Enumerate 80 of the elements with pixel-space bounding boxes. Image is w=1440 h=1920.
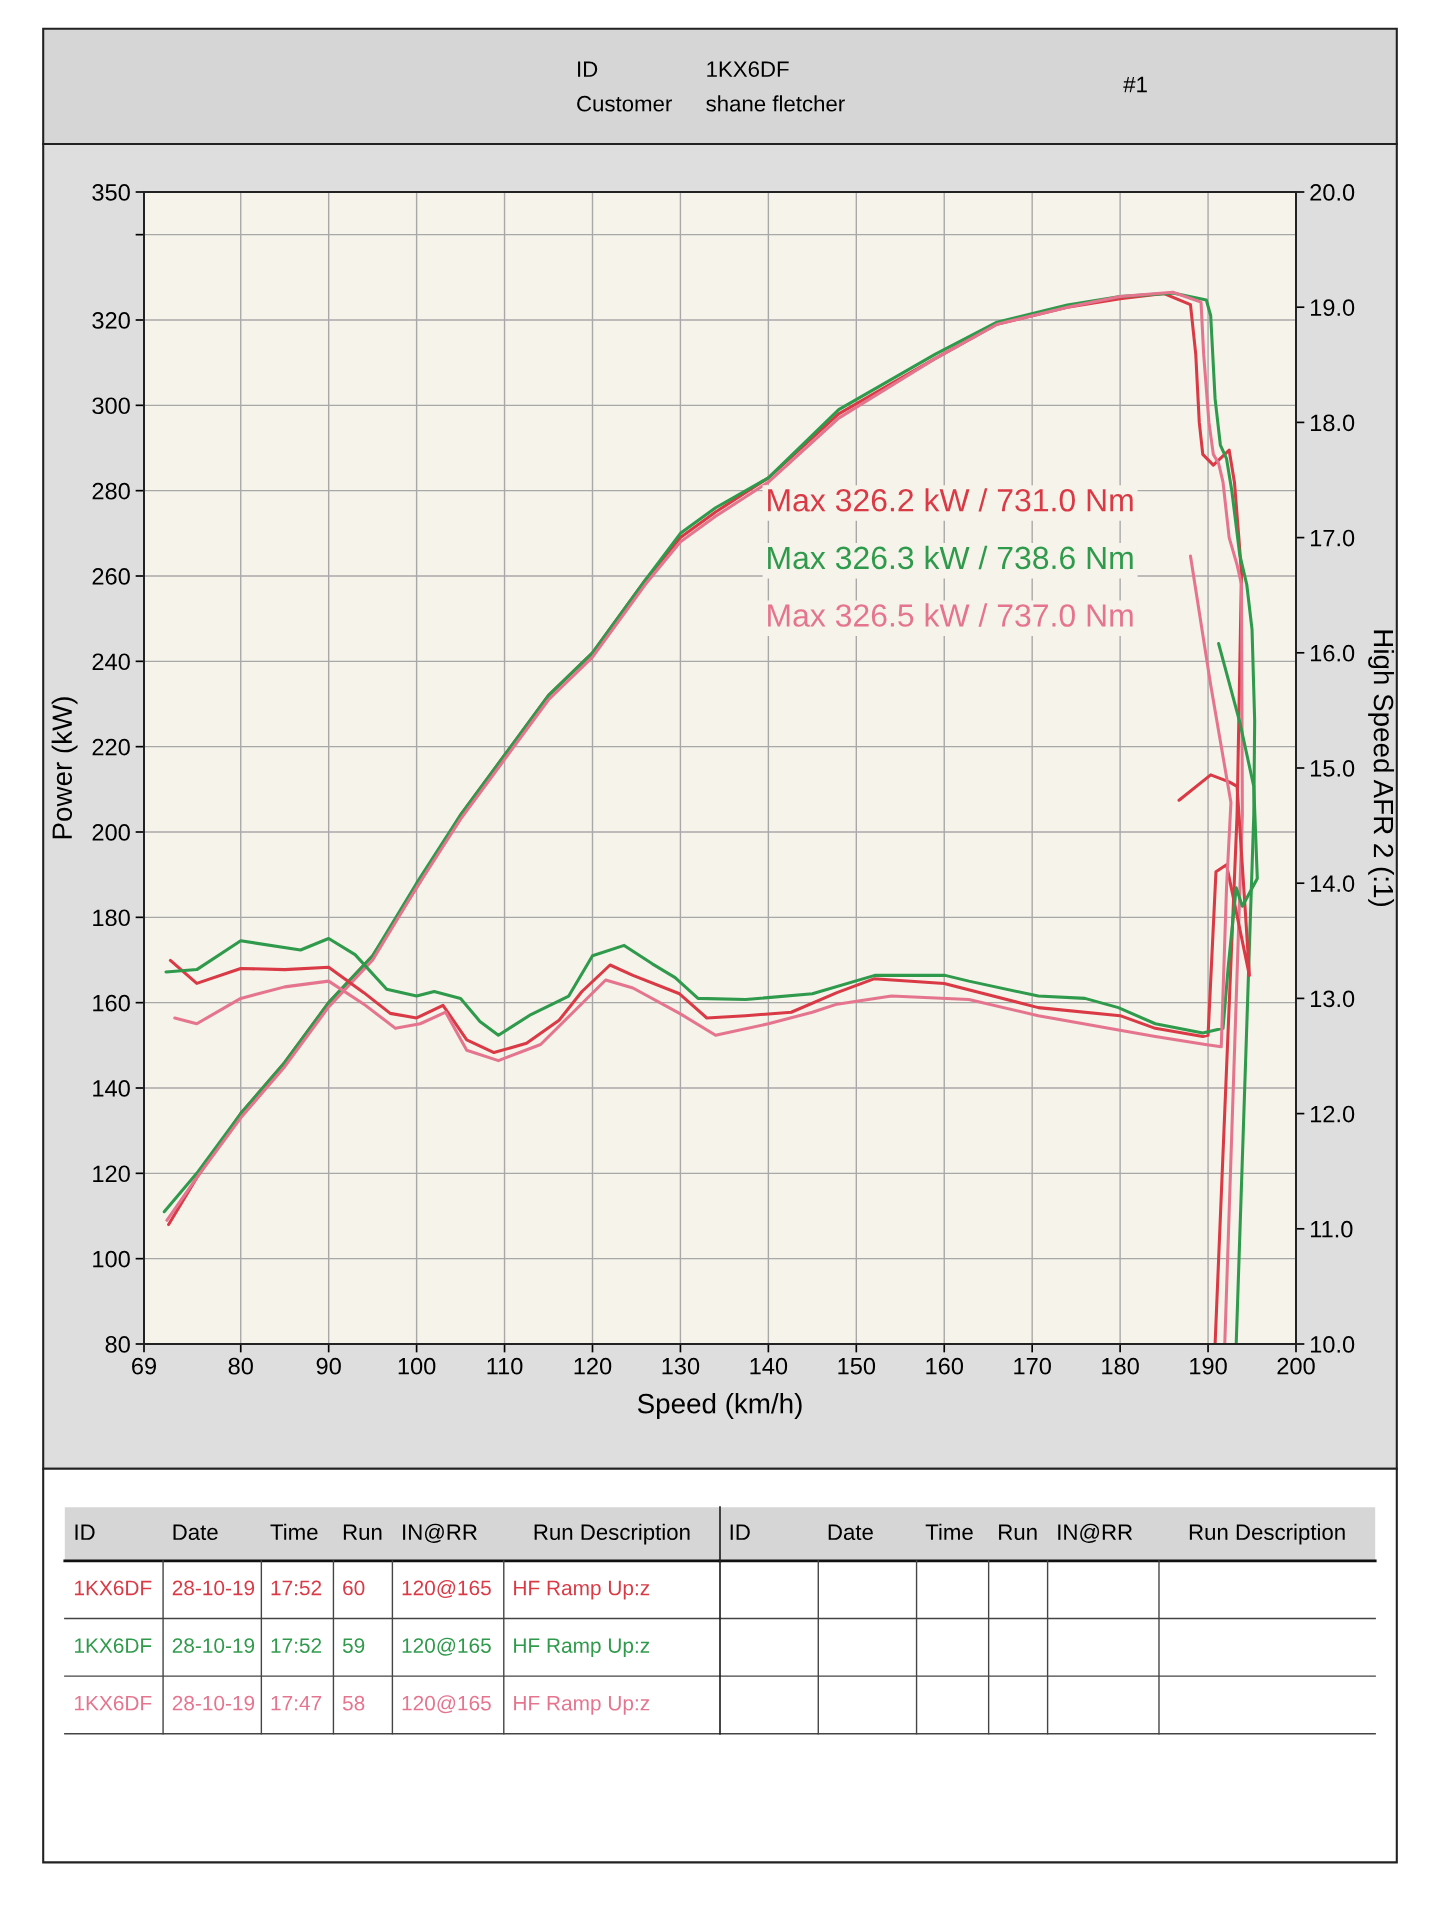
y2-axis-title: High Speed AFR 2 (:1) [1368,630,1395,907]
y-tick-label: 350 [92,184,130,201]
x-tick-label: 100 [398,1357,436,1375]
text: 60 [343,1580,365,1596]
text: HF Ramp Up:z [514,1696,650,1715]
text: 28-10-19 [172,1695,255,1711]
y2-tick-label: 16.0 [1310,644,1355,662]
x-tick-label: 69 [132,1357,157,1375]
x-tick-label: 80 [228,1357,253,1375]
y2-tick-label: 15.0 [1310,760,1355,777]
x-tick-label: 160 [926,1357,964,1375]
series-label: Max 326.3 kW / 738.6 Nm [768,545,1133,570]
x-tick-label: 150 [838,1357,876,1375]
series-label: Max 326.2 kW / 731.0 Nm [768,488,1133,512]
text: Run [999,1524,1037,1541]
text: ID [75,1524,95,1540]
y2-tick-label: 17.0 [1310,529,1355,547]
text: 17:47 [271,1696,322,1711]
x-tick-label: 130 [662,1357,700,1375]
text: IN@RR [403,1523,477,1543]
y-tick-label: 120 [93,1165,130,1183]
text: Run Description [534,1523,690,1545]
text: ID [578,61,598,77]
x-tick-label: 170 [1014,1357,1051,1375]
y-axis-title: Power (kW) [51,697,78,839]
text: 58 [342,1695,365,1711]
text: Date [828,1524,873,1541]
text: IN@RR [1058,1523,1133,1543]
y-tick-label: 220 [92,738,130,756]
text: HF Ramp Up:z [514,1580,650,1600]
text: 28-10-19 [172,1580,255,1596]
text: Max 326.5 kW / 737.0 Nm [768,603,1133,627]
y2-tick-label: 14.0 [1310,875,1355,892]
text: HF Ramp Up:z [514,1638,650,1658]
y2-tick-label: 13.0 [1310,990,1355,1008]
text: 17:52 [271,1580,322,1596]
y2-tick-label: 20.0 [1310,184,1355,201]
text: Date [173,1524,218,1541]
y2-tick-label: 18.0 [1310,414,1355,432]
x-tick-label: 190 [1190,1357,1227,1375]
y-tick-label: 100 [93,1250,130,1268]
y2-tick-label: 10.0 [1310,1336,1355,1353]
y-tick-label: 240 [92,653,130,671]
text: Run [343,1524,382,1541]
text: Run Description [1189,1523,1345,1545]
x-tick-label: 90 [316,1357,341,1375]
x-tick-label: 120 [574,1357,612,1375]
y2-tick-label: 11.0 [1310,1220,1353,1238]
y-tick-label: 160 [93,994,130,1012]
text: 120@165 [402,1580,491,1599]
y-tick-label: 140 [93,1080,130,1097]
y-tick-label: 300 [92,397,130,415]
text: 59 [342,1638,365,1653]
text: 1KX6DF [75,1580,152,1596]
y2-tick-label: 19.0 [1310,299,1355,316]
y-tick-label: 200 [92,824,130,841]
y-tick-label: 180 [93,909,130,927]
x-tick-label: 140 [750,1357,788,1375]
y2-tick-label: 12.0 [1310,1105,1355,1123]
text: Time [270,1523,318,1541]
x-tick-label: 200 [1277,1357,1315,1375]
x-tick-label: 180 [1102,1357,1139,1375]
x-tick-label: 110 [487,1357,523,1375]
text: 120@165 [402,1695,491,1714]
text: Customer [577,95,672,112]
y-tick-label: 80 [105,1336,130,1353]
text: ID [730,1524,750,1540]
text: 1KX6DF [707,61,789,78]
y-tick-label: 320 [92,312,130,329]
text: 1KX6DF [75,1695,152,1711]
text: shane fletcher [706,95,845,112]
y-tick-label: 260 [92,568,130,585]
y-tick-label: 280 [92,482,130,500]
text: 17:52 [271,1638,322,1653]
text: 120@165 [402,1637,491,1656]
text: Time [925,1523,973,1541]
x-axis-title: Speed (km/h) [637,1393,802,1419]
text: 28-10-19 [172,1638,255,1653]
text: #1 [1123,76,1147,93]
text: 1KX6DF [75,1638,152,1653]
